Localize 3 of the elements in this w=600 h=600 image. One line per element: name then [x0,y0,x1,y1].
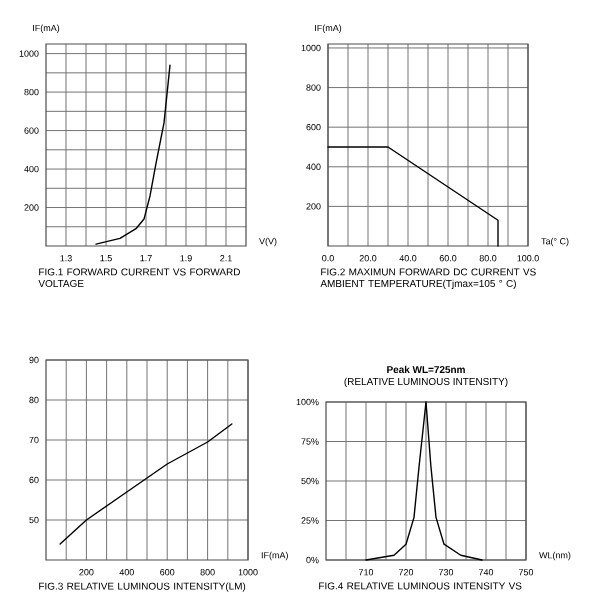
line-series [365,401,483,561]
line-series [59,423,233,545]
line-series [95,64,171,245]
